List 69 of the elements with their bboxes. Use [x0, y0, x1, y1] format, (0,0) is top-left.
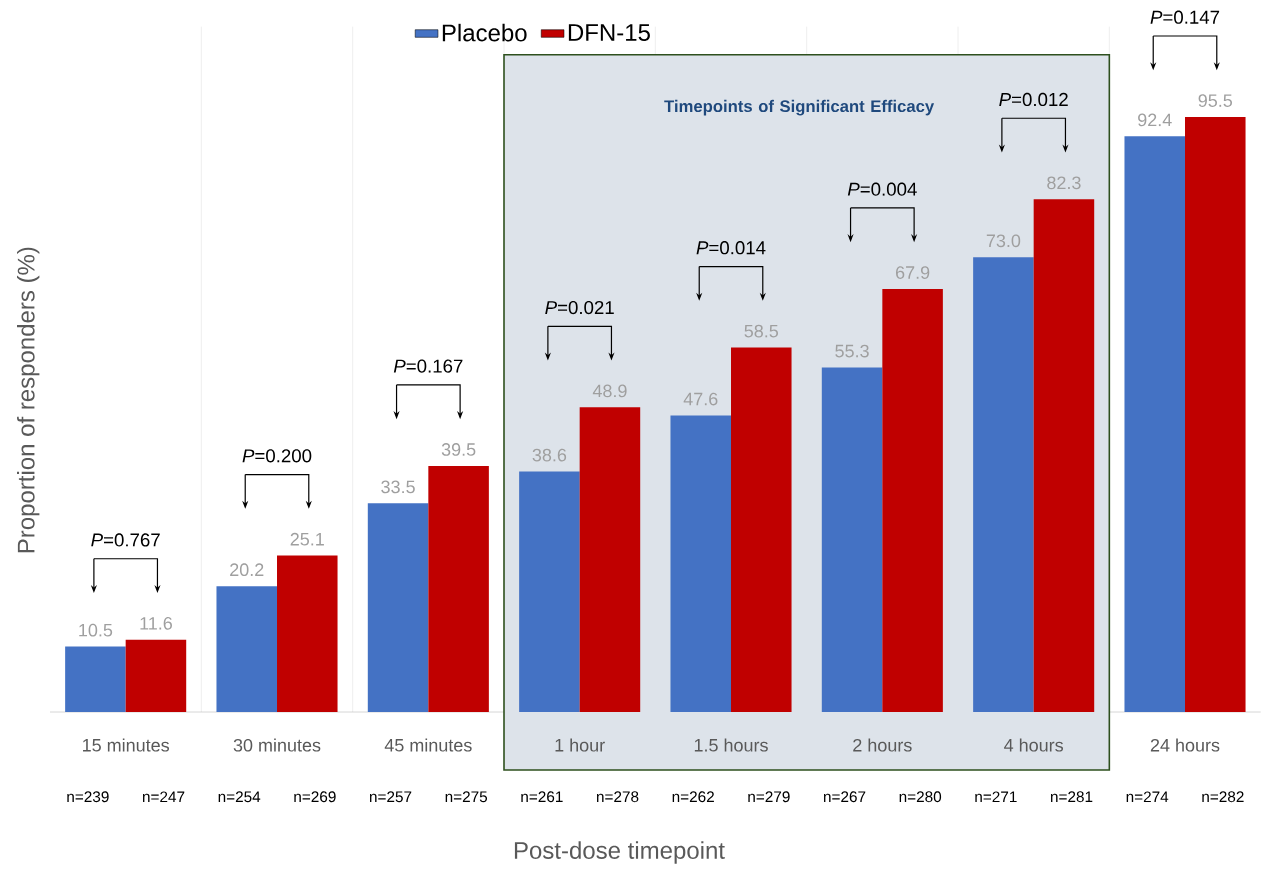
text: n=262: [672, 791, 714, 803]
bar: [428, 465, 489, 712]
text: n=261: [521, 791, 563, 803]
text: n=278: [597, 791, 639, 803]
bar: [277, 555, 338, 712]
x-axis-title: Post-dose timepoint: [514, 841, 725, 864]
band-label: Timepoints of Significant Efficacy: [664, 99, 935, 116]
data-label: 47.6: [683, 392, 718, 406]
data-label: 73.0: [986, 234, 1021, 248]
bar: [821, 367, 883, 712]
annotation: P=0.012: [999, 92, 1068, 107]
text: n=275: [445, 791, 488, 803]
data-label: 25.1: [290, 532, 324, 546]
x-tick-label: 4 hours: [1004, 738, 1064, 752]
bar: [367, 503, 429, 712]
text: n=281: [1051, 791, 1093, 803]
bar: [882, 288, 943, 712]
x-tick-label: 1.5 hours: [694, 738, 768, 752]
text: n=282: [1202, 791, 1244, 803]
bar: [579, 407, 641, 712]
annotation: P=0.004: [847, 182, 917, 196]
text: n=254: [218, 791, 261, 803]
x-tick-label: 1 hour: [555, 738, 605, 752]
data-label: 11.6: [140, 616, 172, 630]
text: n=274: [1126, 791, 1169, 803]
legend-label: Placebo: [442, 23, 527, 42]
text: P=0.147: [1150, 10, 1220, 24]
annotation: P=0.014: [696, 241, 766, 255]
bar: [65, 646, 126, 712]
data-label: 58.5: [744, 324, 779, 338]
x-tick-label: 24 hours: [1150, 738, 1220, 752]
data-label: 48.9: [592, 384, 627, 398]
bar: [670, 415, 732, 712]
text: n=280: [899, 791, 942, 803]
bar: [973, 257, 1034, 712]
bar: [1185, 117, 1246, 712]
data-label: 33.5: [381, 480, 415, 494]
data-label: 20.2: [230, 563, 264, 577]
bar: [125, 639, 187, 712]
legend-label: DFN-15: [568, 24, 650, 41]
bar: [1124, 136, 1186, 712]
annotation: P=0.167: [393, 359, 463, 373]
bar: [216, 586, 278, 712]
bar: [1033, 199, 1095, 712]
data-label: 55.3: [835, 344, 869, 358]
text: n=257: [370, 791, 412, 803]
data-label: 67.9: [896, 266, 930, 279]
annotation: P=0.021: [545, 300, 614, 315]
x-tick-label: 2 hours: [853, 738, 912, 752]
text: n=279: [748, 791, 790, 803]
text: n=271: [975, 791, 1017, 803]
data-label: 39.5: [441, 443, 476, 456]
bar: [519, 471, 580, 712]
data-label: 95.5: [1198, 94, 1233, 107]
data-label: 82.3: [1047, 176, 1081, 190]
bar: [731, 347, 792, 712]
x-tick-label: 15 minutes: [83, 738, 170, 752]
text: n=247: [143, 791, 185, 803]
y-axis-title: Proportion of responders (%): [17, 247, 40, 553]
text: n=239: [67, 791, 109, 803]
annotation: P=0.200: [242, 449, 312, 463]
annotation: P=0.767: [91, 533, 160, 547]
text: n=269: [294, 791, 336, 803]
x-tick-label: 30 minutes: [233, 738, 321, 752]
x-tick-label: 45 minutes: [384, 738, 472, 752]
data-label: 38.6: [532, 448, 567, 462]
data-label: 92.4: [1138, 113, 1172, 127]
text: n=267: [824, 791, 866, 803]
data-label: 10.5: [79, 623, 113, 637]
